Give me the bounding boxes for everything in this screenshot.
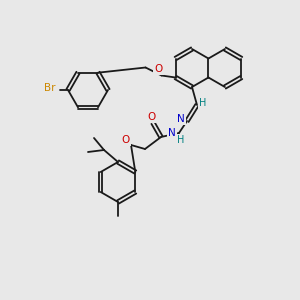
Text: O: O <box>154 64 163 74</box>
Text: Br: Br <box>44 83 56 93</box>
Text: H: H <box>199 98 207 108</box>
Text: H: H <box>177 135 185 145</box>
Text: O: O <box>122 135 130 145</box>
Text: N: N <box>168 128 176 138</box>
Text: O: O <box>147 112 155 122</box>
Text: N: N <box>177 114 185 124</box>
